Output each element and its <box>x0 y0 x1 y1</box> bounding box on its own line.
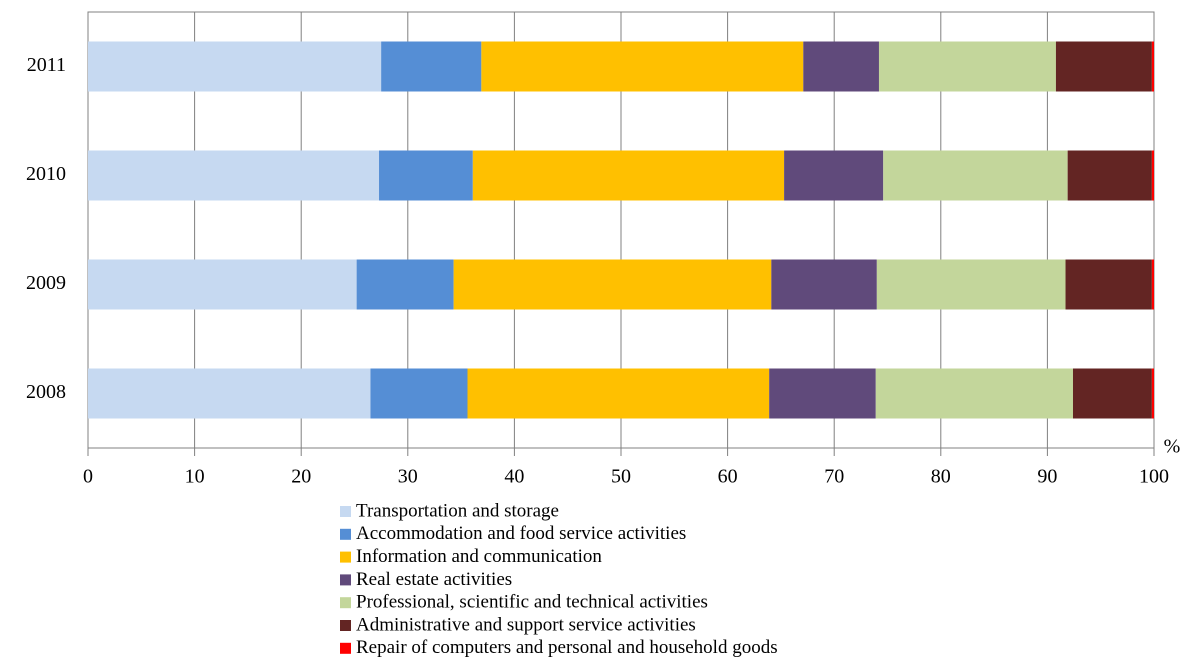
y-tick-label: 2009 <box>26 272 66 294</box>
x-tick-label: 50 <box>611 466 631 488</box>
bar-segment <box>1067 150 1152 201</box>
legend-swatch <box>340 620 351 631</box>
bar-segment <box>472 150 785 201</box>
bar-segment <box>88 259 357 310</box>
legend-swatch <box>340 551 351 563</box>
bar-segment <box>1151 259 1154 310</box>
bar-segment <box>803 41 879 92</box>
x-tick-label: 90 <box>1037 466 1057 488</box>
bar-segment <box>769 368 876 419</box>
bar-segment <box>875 368 1073 419</box>
x-tick-label: 30 <box>398 466 418 488</box>
legend-swatch <box>340 506 351 517</box>
bar-segment <box>1151 150 1154 201</box>
legend-label: Transportation and storage <box>356 500 559 521</box>
bar-segment <box>878 41 1056 92</box>
x-tick-label: 80 <box>931 466 951 488</box>
x-tick-label: 0 <box>83 466 93 488</box>
legend-swatch <box>340 528 351 540</box>
bar-segment <box>1151 368 1154 419</box>
bar-segment <box>379 150 473 201</box>
bar-segment <box>467 368 770 419</box>
legend-label: Real estate activities <box>356 569 512 590</box>
bar-segment <box>1151 41 1154 92</box>
legend-label: Information and communication <box>356 546 602 567</box>
bar-segment <box>356 259 454 310</box>
legend-swatch <box>340 642 351 654</box>
bar-segment <box>88 150 380 201</box>
legend-label: Administrative and support service activ… <box>356 614 696 635</box>
legend-label: Professional, scientific and technical a… <box>356 592 708 613</box>
x-tick-label: 40 <box>504 466 524 488</box>
bar-segment <box>88 368 371 419</box>
x-tick-label: 10 <box>185 466 205 488</box>
y-tick-label: 2010 <box>26 163 66 185</box>
bar-segment <box>88 41 382 92</box>
x-axis-label: % <box>1164 436 1181 458</box>
bar-segment <box>453 259 772 310</box>
bar-segment <box>771 259 877 310</box>
bar-segment <box>381 41 482 92</box>
x-tick-label: 20 <box>291 466 311 488</box>
y-tick-label: 2011 <box>27 54 66 76</box>
x-tick-label: 100 <box>1139 466 1169 488</box>
bar-segment <box>1072 368 1152 419</box>
x-tick-label: 60 <box>718 466 738 488</box>
x-tick-label: 70 <box>824 466 844 488</box>
legend-label: Accommodation and food service activitie… <box>356 523 686 544</box>
legend-label: Repair of computers and personal and hou… <box>356 637 778 658</box>
legend-swatch <box>340 597 351 609</box>
bar-segment <box>883 150 1068 201</box>
bar-segment <box>481 41 804 92</box>
bar-segment <box>876 259 1066 310</box>
bar-segment <box>370 368 468 419</box>
bar-segment <box>1065 259 1152 310</box>
bar-segment <box>1055 41 1152 92</box>
bar-segment <box>784 150 884 201</box>
legend-swatch <box>340 574 351 586</box>
y-tick-label: 2008 <box>26 381 66 403</box>
